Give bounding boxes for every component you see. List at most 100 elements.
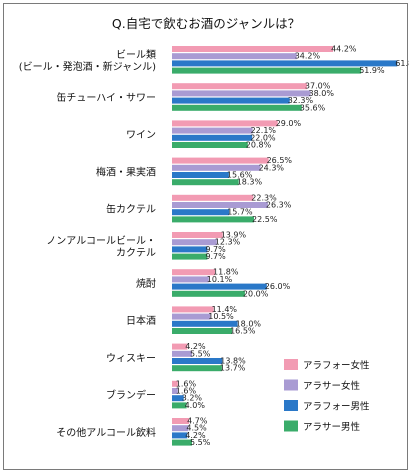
data-label: 16.5% [230,327,256,336]
category-label: 日本酒 [126,314,156,327]
bar [172,104,302,111]
data-label: 15.6% [227,171,253,180]
data-label: 26.0% [265,282,291,291]
data-label: 22.3% [251,193,277,202]
data-label: 13.7% [220,364,246,373]
bar [172,232,223,238]
bar [172,313,211,320]
category-label: 缶カクテル [106,203,156,216]
chart-svg: Q.自宅で飲むお酒のジャンルは？ ビール類(ビール・発泡酒・新ジャンル) 44.2… [19,16,409,448]
data-label: 29.0% [276,119,302,128]
data-label: 4.5% [186,424,207,433]
bar [172,60,398,67]
data-label: 61.8% [395,59,409,68]
bar [172,127,253,134]
data-label: 13.9% [221,231,247,240]
category-label: (ビール・発泡酒・新ジャンル) [19,60,156,73]
data-label: 18.3% [237,178,263,187]
chart-title: Q.自宅で飲むお酒のジャンルは？ [112,16,300,31]
legend-label: アラサー女性 [303,380,361,392]
data-label: 15.7% [227,208,253,217]
bar [172,209,230,216]
bar [172,179,239,186]
bar [172,425,189,432]
legend-label: アラフォー女性 [303,360,370,372]
bar [172,365,222,372]
bar [172,380,178,387]
data-label: 3.2% [182,394,203,403]
data-label: 22.5% [252,215,278,224]
data-label: 4.2% [185,431,206,440]
bar [172,343,188,350]
bar [172,358,223,364]
category-label: その他アルコール飲料 [56,426,156,439]
data-label: 9.7% [205,245,226,254]
category-label: ブランデー [106,389,156,402]
data-label: 5.5% [190,349,211,358]
bar [172,83,307,90]
data-label: 34.2% [295,52,321,61]
bar [172,239,217,246]
data-label: 4.0% [185,401,206,410]
data-label: 9.7% [205,252,226,261]
category-label: ワイン [126,130,156,141]
legend-label: アラフォー男性 [303,401,370,413]
legend-swatch [284,400,298,411]
data-label: 38.0% [309,89,335,98]
bar [172,157,269,164]
bar [172,432,188,439]
bar [172,120,278,127]
bar [172,290,245,297]
data-label: 51.9% [359,66,385,75]
bar [172,246,208,253]
bar [172,67,362,74]
data-label: 4.2% [185,342,206,351]
data-label: 35.6% [300,103,326,112]
data-label: 11.8% [213,268,239,277]
bar [172,202,268,208]
data-label: 22.0% [250,133,276,142]
bar [172,253,208,260]
bar [172,269,215,276]
category-label: 缶チューハイ・サワー [56,91,156,104]
data-label: 26.3% [266,201,292,210]
bar [172,53,297,60]
bar [172,350,192,357]
bar [172,134,253,141]
data-label: 13.8% [220,357,246,366]
bars-layer [172,46,398,446]
data-label: 32.3% [288,96,314,105]
category-label: ノンアルコールビール・ [46,235,156,247]
category-label: カクテル [116,247,156,259]
bar [172,216,254,223]
data-label: 5.5% [190,438,211,447]
bar [172,388,178,394]
bar [172,90,311,97]
bar [172,142,248,148]
bar [172,402,187,409]
bar [172,172,229,178]
bar [172,276,209,283]
data-label: 11.4% [212,305,238,314]
category-label: 梅酒・果実酒 [96,165,156,178]
data-label: 37.0% [305,82,331,91]
category-label: 焼酎 [136,277,156,290]
bar [172,97,290,104]
bar [172,194,254,201]
bar [172,395,184,402]
data-label: 10.1% [207,275,233,284]
category-label: ビール類 [116,49,156,61]
bar [172,418,190,424]
data-label: 20.8% [246,141,272,150]
data-label: 20.0% [243,289,269,298]
data-label: 12.3% [215,238,241,247]
data-label: 4.7% [187,417,208,426]
data-label: 22.1% [251,126,277,135]
chart-frame: Q.自宅で飲むお酒のジャンルは？ ビール類 (ビール・発泡酒・新ジャンル) 44.2… [3,3,409,470]
legend-label: アラサー男性 [303,421,361,433]
labels-layer: ビール類(ビール・発泡酒・新ジャンル) 44.2% 34.2% 61.8% 51.9% 缶… [19,45,409,448]
legend-swatch [284,420,298,432]
data-label: 10.5% [208,312,234,321]
data-label: 1.6% [176,379,197,388]
